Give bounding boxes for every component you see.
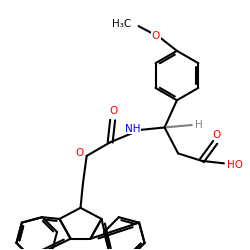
Text: O: O	[110, 106, 118, 117]
Text: O: O	[75, 148, 84, 158]
Text: HO: HO	[227, 160, 243, 170]
Text: NH: NH	[125, 124, 140, 134]
Text: O: O	[152, 31, 160, 41]
Text: H: H	[195, 120, 203, 130]
Text: O: O	[212, 130, 220, 140]
Text: H₃C: H₃C	[112, 19, 131, 29]
